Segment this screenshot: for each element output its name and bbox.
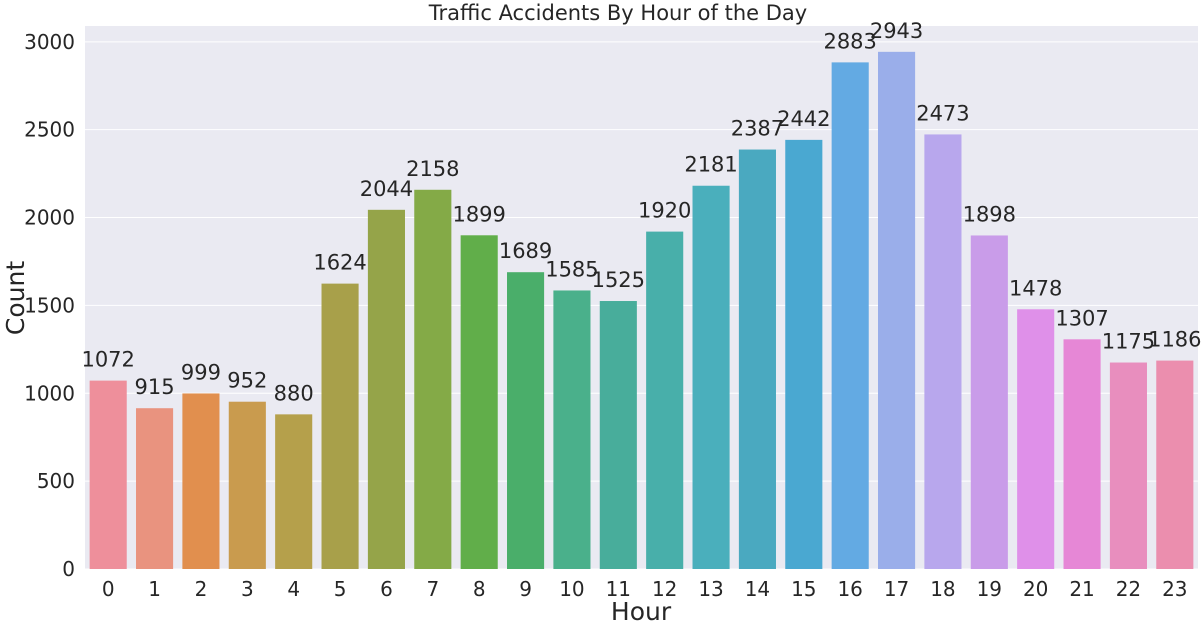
bar-value-label: 2181 [684,153,737,177]
x-tick-label: 9 [519,577,532,601]
x-tick-label: 11 [606,577,631,601]
bar [275,414,313,569]
bar [1156,360,1194,569]
bar-value-label: 2883 [823,29,876,53]
bar [1063,339,1101,569]
y-tick-label: 0 [62,557,75,581]
bar-value-label: 1624 [313,251,366,275]
y-axis-ticks: 0 500 1000 1500 2000 2500 3000 [24,30,75,581]
x-tick-label: 10 [559,577,584,601]
bar-value-label: 1689 [499,239,552,263]
plot-background [85,26,1198,569]
bar [646,231,684,570]
x-tick-label: 6 [380,577,393,601]
x-tick-label: 5 [334,577,347,601]
bar-value-label: 2044 [360,177,413,201]
x-tick-label: 21 [1069,577,1094,601]
bar [460,235,498,569]
x-tick-label: 20 [1023,577,1048,601]
bar-value-label: 1898 [963,202,1016,226]
bar-value-label: 1920 [638,199,691,223]
bar [1109,362,1147,569]
bar-value-label: 1175 [1102,330,1155,354]
bar-value-label: 999 [181,360,221,384]
chart-title: Traffic Accidents By Hour of the Day [428,1,807,25]
bar [878,51,916,570]
bar-value-label: 2473 [916,101,969,125]
bar [738,149,776,569]
x-tick-label: 4 [287,577,300,601]
x-tick-label: 2 [195,577,208,601]
y-tick-label: 2500 [24,118,75,142]
bar [182,393,220,569]
bar-value-label: 915 [135,375,175,399]
x-tick-label: 3 [241,577,254,601]
bar [970,235,1008,569]
x-tick-label: 8 [473,577,486,601]
bar-value-label: 880 [274,381,314,405]
bar-value-label: 1525 [592,268,645,292]
bar-value-label: 1186 [1148,328,1201,352]
bar [924,134,962,570]
bar [414,189,452,570]
x-tick-label: 14 [745,577,770,601]
bars [89,51,1194,570]
bar-value-label: 1072 [81,348,134,372]
bar [785,139,823,570]
bar-value-label: 952 [227,369,267,393]
x-tick-label: 0 [102,577,115,601]
x-tick-label: 12 [652,577,677,601]
bar [507,272,545,569]
x-tick-label: 18 [930,577,955,601]
y-tick-label: 1000 [24,381,75,405]
y-tick-label: 500 [37,469,75,493]
bar-value-label: 2442 [777,107,830,131]
x-tick-label: 15 [791,577,816,601]
bar [692,185,730,570]
bar [831,62,869,569]
x-axis-label: Hour [611,597,672,626]
bar [136,408,174,569]
x-tick-label: 16 [837,577,862,601]
bar-value-label: 1307 [1055,306,1108,330]
bar [1017,309,1055,569]
y-tick-label: 2000 [24,206,75,230]
x-tick-label: 23 [1162,577,1187,601]
x-axis-ticks: 0 1 2 3 4 5 6 7 8 9 10 11 12 13 14 15 16 17 18 19 20 21 22 23 [102,577,1188,601]
x-tick-label: 19 [977,577,1002,601]
bar-value-label: 1899 [452,202,505,226]
bar-value-label: 2387 [731,117,784,141]
bar-value-label: 1585 [545,257,598,281]
bar [228,401,266,569]
y-tick-label: 3000 [24,30,75,54]
x-tick-label: 7 [426,577,439,601]
x-tick-label: 22 [1116,577,1141,601]
x-tick-label: 17 [884,577,909,601]
bar [89,380,127,569]
bar-value-label: 1478 [1009,276,1062,300]
bar-value-label: 2158 [406,157,459,181]
gridlines [85,41,1198,570]
y-tick-label: 1500 [24,293,75,317]
bar [321,283,359,569]
x-tick-label: 13 [698,577,723,601]
x-tick-label: 1 [148,577,161,601]
bar-value-label: 2943 [870,19,923,43]
bar [367,209,405,569]
bar [599,301,637,569]
y-axis-label: Count [1,261,30,335]
bar [553,290,591,569]
